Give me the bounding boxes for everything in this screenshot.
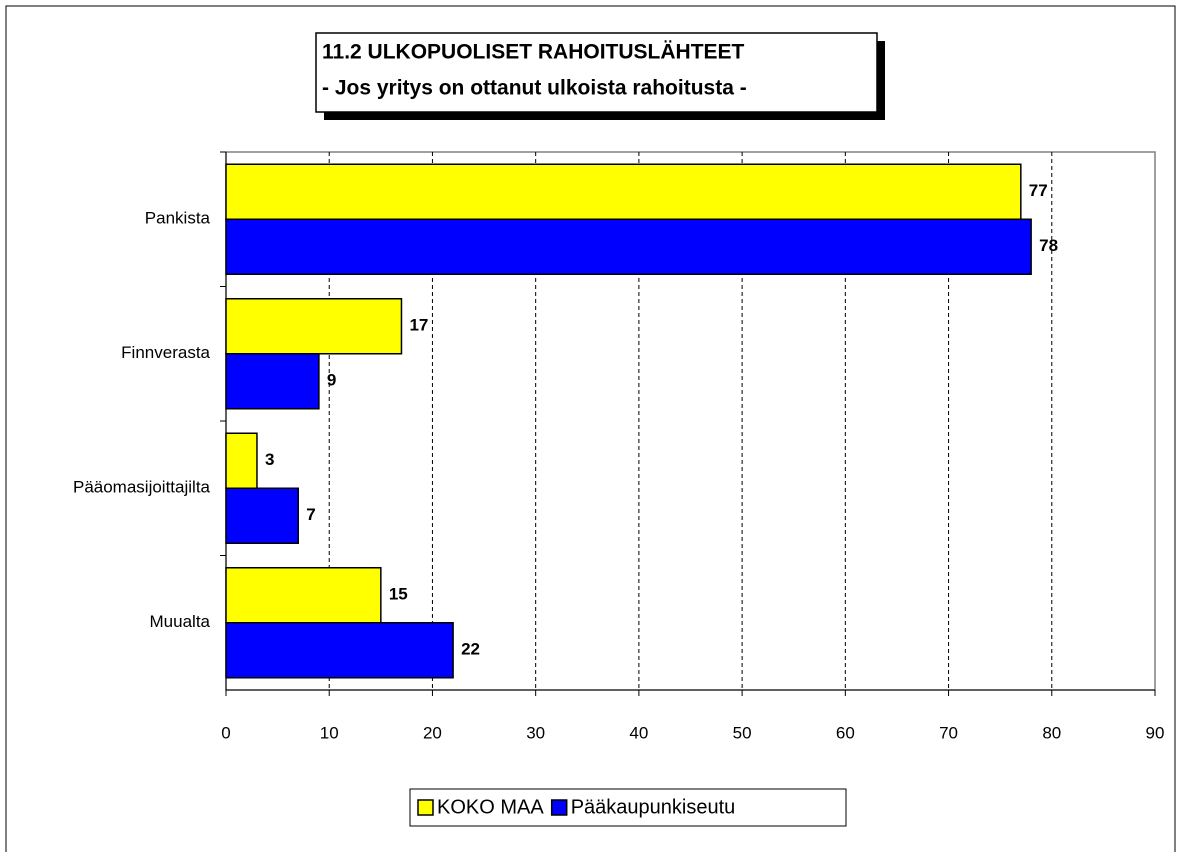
- bar: [225, 567, 382, 624]
- bar: [225, 353, 320, 410]
- x-tick-label: 50: [733, 723, 752, 742]
- data-label: 22: [461, 640, 480, 659]
- data-label: 15: [389, 585, 408, 604]
- data-label: 78: [1039, 236, 1058, 255]
- bar: [225, 622, 454, 679]
- x-tick-label: 0: [221, 723, 230, 742]
- chart-title: 11.2 ULKOPUOLISET RAHOITUSLÄHTEET: [322, 41, 745, 64]
- legend-box: [409, 788, 847, 827]
- data-label: 77: [1029, 181, 1048, 200]
- legend-swatch: [550, 799, 568, 816]
- x-tick-label: 60: [836, 723, 855, 742]
- x-tick-label: 40: [629, 723, 648, 742]
- data-label: 3: [265, 450, 274, 469]
- x-tick-label: 30: [526, 723, 545, 742]
- x-tick-label: 20: [423, 723, 442, 742]
- y-tick-label: Pankista: [145, 209, 211, 228]
- data-label: 9: [327, 371, 336, 390]
- title-box: [315, 32, 878, 113]
- data-label: 7: [306, 505, 315, 524]
- bar: [225, 163, 1022, 220]
- y-tick-label: Pääomasijoittajilta: [73, 478, 211, 497]
- data-label: 17: [409, 316, 428, 335]
- legend-label: KOKO MAA: [437, 796, 544, 818]
- x-tick-label: 80: [1042, 723, 1061, 742]
- y-tick-label: Muualta: [150, 612, 211, 631]
- bar: [225, 298, 403, 355]
- x-tick-label: 10: [320, 723, 339, 742]
- y-tick-label: Finnverasta: [121, 343, 210, 362]
- x-tick-label: 70: [939, 723, 958, 742]
- bar: [225, 218, 1032, 275]
- bar: [225, 487, 300, 544]
- legend-label: Pääkaupunkiseutu: [571, 796, 736, 818]
- legend-swatch: [417, 799, 434, 816]
- x-tick-label: 90: [1146, 723, 1165, 742]
- chart-subtitle: - Jos yritys on ottanut ulkoista rahoitu…: [322, 77, 747, 100]
- bar: [225, 432, 258, 489]
